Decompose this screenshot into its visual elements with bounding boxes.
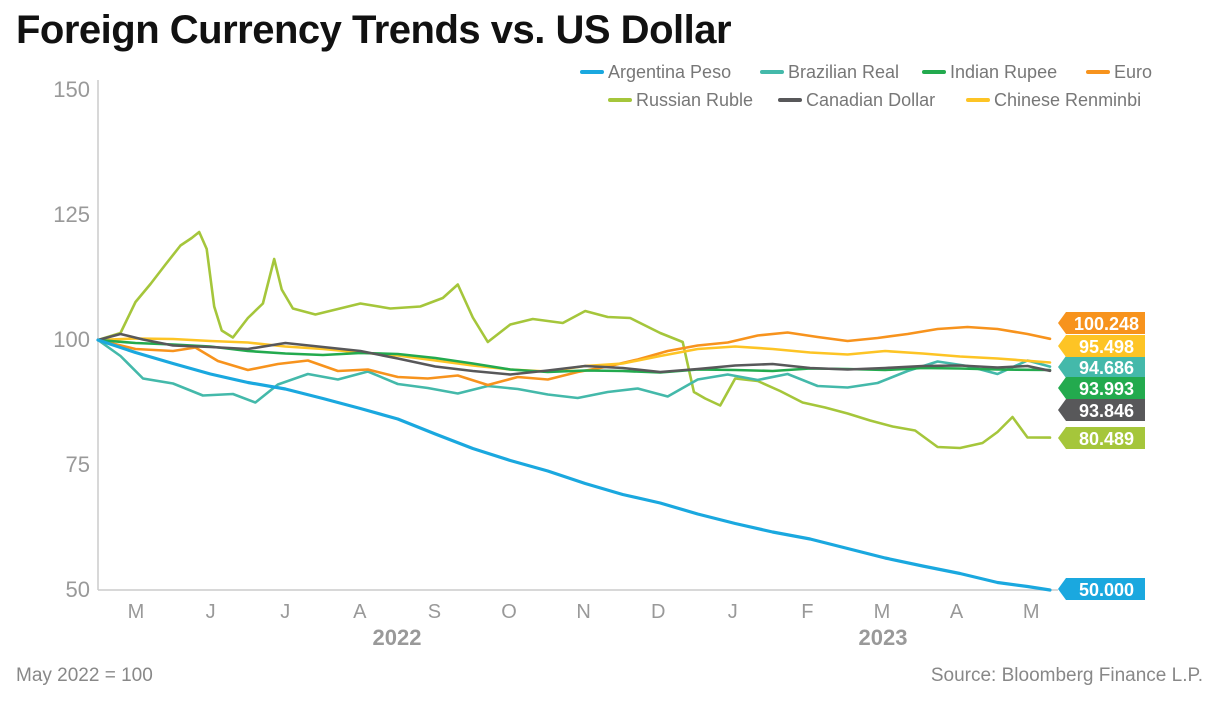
end-tag-shape — [1058, 427, 1145, 449]
legend-item: Chinese Renminbi — [966, 90, 1141, 110]
x-tick-label: M — [874, 601, 891, 623]
end-tag-shape — [1058, 356, 1145, 378]
end-tag-shape — [1058, 578, 1145, 600]
series-line-brazilian-real — [96, 338, 1052, 404]
legend-label: Indian Rupee — [950, 62, 1057, 82]
legend-label: Argentina Peso — [608, 62, 731, 82]
end-value-tag: 94.686 — [1058, 356, 1145, 378]
x-tick-label: J — [206, 601, 216, 623]
y-tick-label: 150 — [53, 77, 90, 102]
end-tag-value: 94.686 — [1079, 358, 1134, 378]
x-tick-label: J — [280, 601, 290, 623]
x-tick-label: J — [728, 601, 738, 623]
end-tag-value: 93.993 — [1079, 379, 1134, 399]
legend-label: Canadian Dollar — [806, 90, 935, 110]
legend-label: Chinese Renminbi — [994, 90, 1141, 110]
end-value-tag: 50.000 — [1058, 578, 1145, 600]
end-tag-value: 93.846 — [1079, 401, 1134, 421]
end-tag-shape — [1058, 335, 1145, 357]
y-tick-label: 125 — [53, 202, 90, 227]
legend-label: Euro — [1114, 62, 1152, 82]
end-value-tag: 95.498 — [1058, 335, 1145, 357]
y-tick-label: 75 — [66, 452, 90, 477]
end-value-tag: 93.993 — [1058, 377, 1145, 399]
series-line-euro — [96, 325, 1052, 387]
x-tick-label: N — [576, 601, 590, 623]
end-value-tag: 80.489 — [1058, 427, 1145, 449]
legend-item: Euro — [1086, 62, 1152, 82]
end-tag-shape — [1058, 377, 1145, 399]
x-tick-label: O — [501, 601, 517, 623]
axes: 50 75 100 125 150 M J J A S O N D J F M A M 2022 2023 — [53, 77, 1058, 650]
x-tick-label: A — [353, 601, 367, 623]
end-tag-value: 50.000 — [1079, 580, 1134, 600]
end-tag-value: 95.498 — [1079, 337, 1134, 357]
x-tick-label: M — [128, 601, 145, 623]
baseline-footnote: May 2022 = 100 — [16, 665, 153, 686]
end-value-tag: 100.248 — [1058, 312, 1145, 334]
end-tag-value: 80.489 — [1079, 429, 1134, 449]
legend-item: Canadian Dollar — [778, 90, 935, 110]
series-line-canadian-dollar — [96, 332, 1052, 376]
legend-item: Brazilian Real — [760, 62, 899, 82]
x-tick-label: F — [801, 601, 813, 623]
legend-item: Indian Rupee — [922, 62, 1057, 82]
x-tick-label: M — [1023, 601, 1040, 623]
end-tag-shape — [1058, 399, 1145, 421]
legend: Argentina Peso Brazilian Real Indian Rupee… — [580, 62, 1152, 110]
end-tag-shape — [1058, 312, 1145, 334]
y-tick-label: 50 — [66, 577, 90, 602]
source-note: Source: Bloomberg Finance L.P. — [930, 665, 1203, 686]
series-line-indian-rupee — [96, 338, 1052, 374]
legend-label: Russian Ruble — [636, 90, 753, 110]
series-line-argentina-peso — [96, 338, 1052, 592]
plot-area — [96, 230, 1052, 592]
legend-item: Argentina Peso — [580, 62, 731, 82]
chart-title: Foreign Currency Trends vs. US Dollar — [16, 8, 732, 52]
series-line-russian-ruble — [96, 230, 1052, 450]
year-label: 2022 — [373, 625, 422, 650]
x-tick-label: D — [651, 601, 665, 623]
x-tick-label: S — [428, 601, 441, 623]
x-tick-label: A — [950, 601, 964, 623]
legend-item: Russian Ruble — [608, 90, 753, 110]
year-label: 2023 — [859, 625, 908, 650]
legend-label: Brazilian Real — [788, 62, 899, 82]
end-value-tag: 93.846 — [1058, 399, 1145, 421]
end-tag-value: 100.248 — [1074, 314, 1139, 334]
y-tick-label: 100 — [53, 327, 90, 352]
